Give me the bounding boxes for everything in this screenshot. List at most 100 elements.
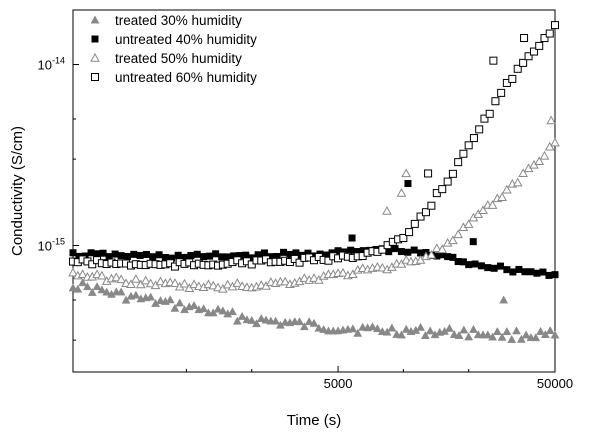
series-1-point-36 (292, 249, 300, 257)
series-1-point-67 (477, 262, 485, 270)
series-2-point-88 (497, 192, 507, 201)
series-0-point-31 (218, 306, 228, 315)
series-1-point-22 (206, 252, 214, 260)
series-3-point-37 (247, 260, 256, 269)
series-0-point-58 (348, 324, 358, 333)
series-2-point-68 (396, 259, 407, 268)
series-2-point-21 (170, 278, 180, 287)
series-0-point-96 (531, 333, 541, 342)
plot-border (72, 9, 556, 373)
series-0-point-42 (271, 316, 281, 325)
series-1-point-12 (142, 250, 150, 258)
series-1-point-53 (397, 248, 405, 256)
series-3-point-72 (421, 208, 430, 217)
series-1-point-54 (404, 248, 412, 256)
series-3-point-92 (529, 47, 538, 56)
series-0-point-72 (416, 322, 425, 331)
series-1-point-73 (515, 265, 523, 273)
plot-area (72, 9, 556, 373)
series-0-point-65 (382, 327, 392, 336)
series-1-point-9 (123, 253, 131, 261)
series-0-point-34 (232, 316, 242, 325)
series-1-point-43 (334, 247, 342, 255)
series-3-point-84 (485, 109, 494, 118)
series-1-point-32 (267, 253, 275, 261)
series-1-point-74 (521, 268, 529, 276)
series-2-point-95 (534, 156, 545, 166)
series-2-point-89 (502, 184, 512, 194)
legend-label-2: treated 50% humidity (115, 51, 242, 66)
series-1-point-21 (200, 253, 208, 261)
series-0-point-82 (464, 332, 474, 341)
series-0-point-68 (397, 330, 406, 339)
series-2-point-74 (426, 249, 437, 259)
series-3-point-91 (524, 52, 533, 61)
series-3-point-78 (454, 158, 463, 167)
series-1-point-29 (248, 254, 256, 262)
series-0-point-74 (425, 326, 435, 335)
series-3-point-64 (378, 245, 387, 254)
x-tick-label-0: 5000 (324, 376, 353, 391)
series-0-point-47 (295, 317, 304, 326)
series-1-point-10 (130, 250, 138, 258)
series-0-point-93 (516, 334, 526, 343)
series-0-point-21 (170, 303, 180, 312)
data-marks (68, 21, 560, 343)
series-1-point-19 (187, 252, 195, 260)
series-2-point-48 (299, 273, 310, 282)
series-0-point-97 (536, 326, 545, 335)
series-2-point-32 (222, 279, 233, 289)
series-1-point-34 (280, 248, 288, 256)
series-2-point-16 (145, 278, 156, 288)
series-0-point-100 (550, 330, 560, 339)
series-2-point-92 (518, 168, 528, 178)
series-0-point-7 (102, 287, 112, 296)
legend-label-3: untreated 60% humidity (115, 70, 257, 85)
series-2-point-15 (140, 275, 151, 285)
series-2-point-23 (179, 278, 190, 288)
series-2-point-84 (478, 205, 488, 215)
series-1-point-17 (174, 251, 182, 259)
series-2-point-60 (357, 263, 368, 273)
series-0-point-38 (252, 319, 261, 328)
series-1-point-31 (260, 249, 268, 257)
series-2-outlier-0 (396, 187, 407, 197)
series-2-point-69 (401, 254, 412, 264)
series-2-point-12 (126, 279, 136, 288)
series-1-point-11 (136, 251, 144, 259)
series-3-point-96 (551, 21, 559, 30)
series-0-point-94 (521, 330, 531, 339)
series-1-point-26 (230, 252, 238, 260)
series-0-point-90 (502, 327, 512, 336)
series-2-point-34 (232, 278, 243, 287)
series-1-point-60 (438, 251, 446, 259)
series-1-point-46 (353, 248, 361, 256)
series-0-point-2 (78, 278, 88, 287)
series-1-point-16 (168, 254, 176, 262)
series-0-point-99 (545, 326, 555, 335)
series-0-point-13 (131, 290, 141, 299)
series-2-point-18 (155, 276, 166, 286)
series-1-point-75 (527, 268, 535, 276)
series-2-point-98 (550, 137, 560, 147)
series-1-point-28 (242, 251, 250, 259)
series-3-outlier-1 (489, 56, 498, 65)
series-1-point-62 (449, 253, 457, 261)
legend-marker-2 (90, 52, 100, 62)
series-1-point-6 (105, 253, 113, 261)
series-3-point-75 (438, 185, 447, 194)
series-0-point-18 (156, 296, 165, 304)
legend-marker-3 (91, 73, 99, 81)
series-1-point-77 (539, 268, 547, 276)
series-1-point-76 (533, 269, 541, 277)
legend-label-0: treated 30% humidity (115, 13, 242, 28)
series-1-point-23 (212, 250, 220, 258)
series-1-point-64 (459, 258, 467, 266)
series-2-point-91 (512, 177, 523, 187)
series-1-point-41 (322, 251, 330, 259)
series-0-point-49 (304, 317, 314, 326)
series-3-point-90 (519, 58, 528, 67)
axis-ticks: 5000 50000 10-15 10-14 (38, 55, 574, 391)
series-2-point-86 (487, 200, 498, 209)
